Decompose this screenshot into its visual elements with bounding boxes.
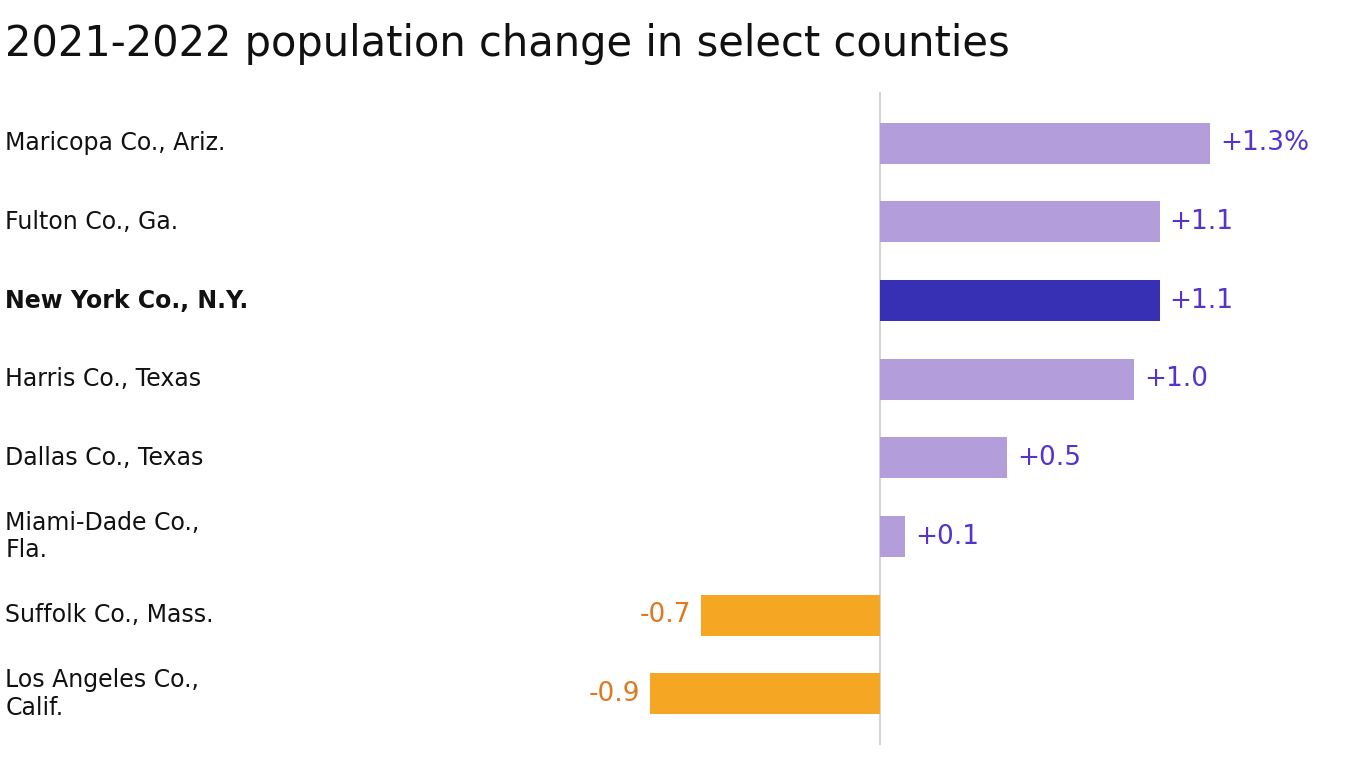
Bar bbox=[880, 516, 906, 557]
Text: Los Angeles Co.,
Calif.: Los Angeles Co., Calif. bbox=[5, 668, 199, 720]
Text: +1.1: +1.1 bbox=[1169, 209, 1233, 235]
Text: +1.3%: +1.3% bbox=[1221, 131, 1310, 156]
Bar bbox=[880, 280, 1160, 321]
Text: New York Co., N.Y.: New York Co., N.Y. bbox=[5, 289, 249, 313]
Text: Fulton Co., Ga.: Fulton Co., Ga. bbox=[5, 210, 179, 234]
Text: +1.1: +1.1 bbox=[1169, 287, 1233, 313]
Text: -0.9: -0.9 bbox=[589, 681, 641, 707]
Bar bbox=[701, 594, 880, 636]
Bar bbox=[650, 674, 880, 714]
Bar bbox=[880, 201, 1160, 243]
Bar bbox=[880, 438, 1007, 478]
Text: Maricopa Co., Ariz.: Maricopa Co., Ariz. bbox=[5, 131, 225, 155]
Bar bbox=[880, 359, 1134, 399]
Text: +1.0: +1.0 bbox=[1145, 366, 1209, 392]
Text: +0.1: +0.1 bbox=[915, 524, 979, 550]
Text: +0.5: +0.5 bbox=[1016, 445, 1081, 471]
Text: Harris Co., Texas: Harris Co., Texas bbox=[5, 367, 202, 391]
Text: -0.7: -0.7 bbox=[639, 602, 691, 628]
Text: 2021-2022 population change in select counties: 2021-2022 population change in select co… bbox=[5, 23, 1011, 65]
Text: Miami-Dade Co.,
Fla.: Miami-Dade Co., Fla. bbox=[5, 511, 199, 562]
Text: Suffolk Co., Mass.: Suffolk Co., Mass. bbox=[5, 603, 214, 627]
Text: Dallas Co., Texas: Dallas Co., Texas bbox=[5, 446, 204, 470]
Bar bbox=[880, 123, 1210, 164]
